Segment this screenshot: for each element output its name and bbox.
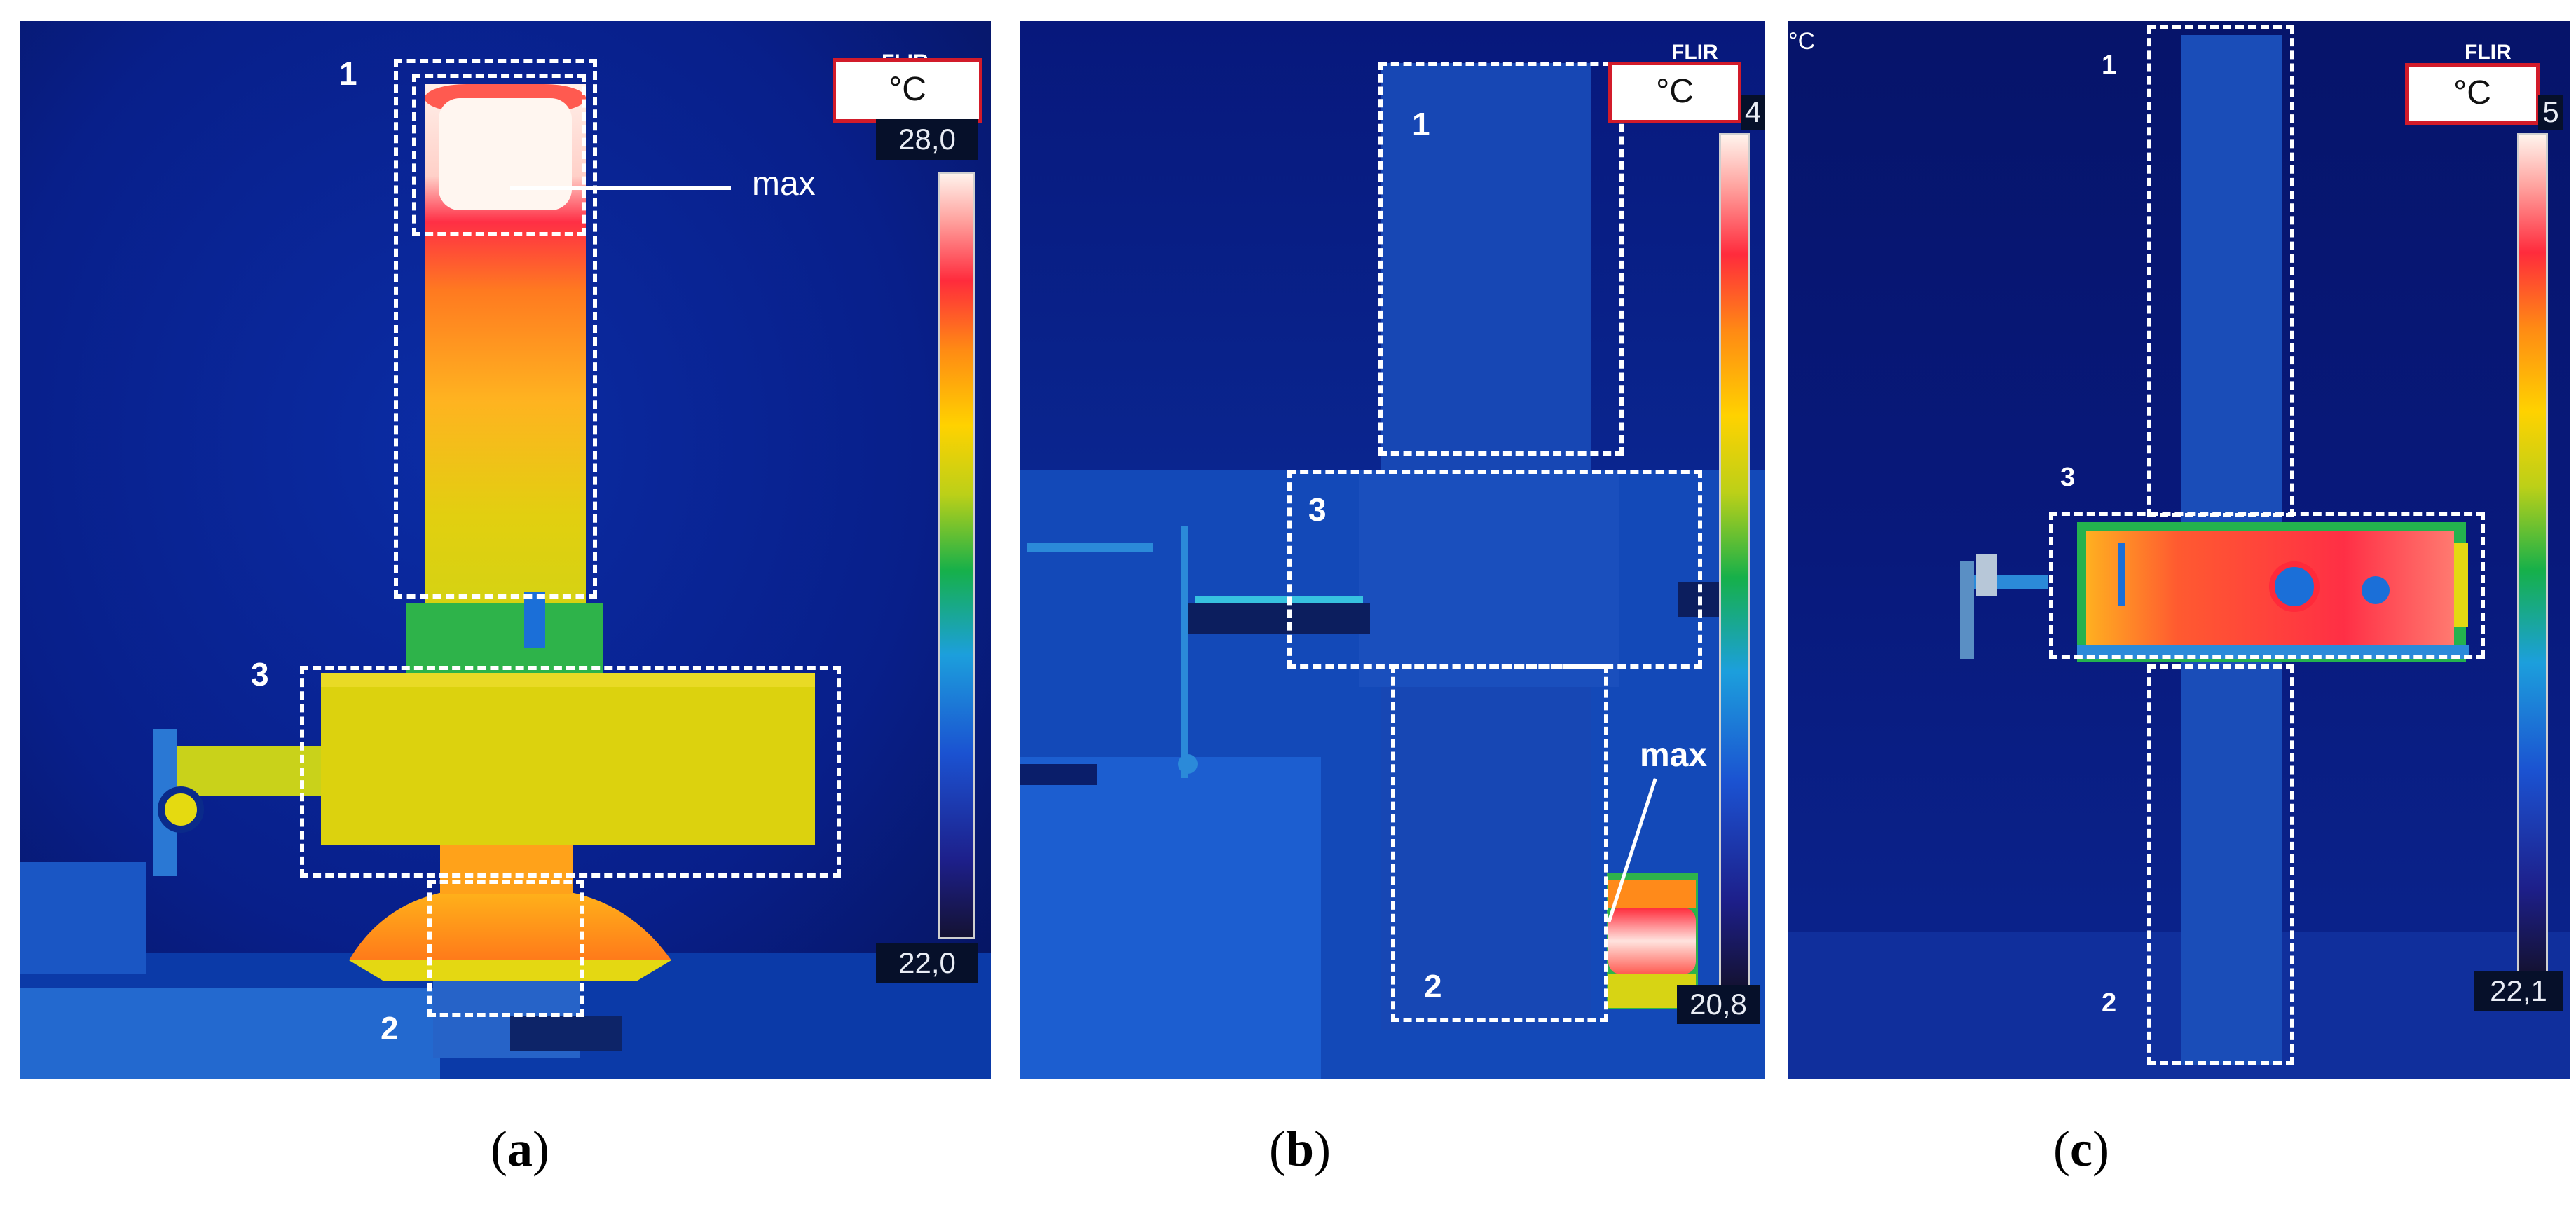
zone-label-1-a: 1 <box>339 55 357 92</box>
zone-label-1-b: 1 <box>1412 106 1430 142</box>
caption-c: (c) <box>2053 1121 2109 1177</box>
scale-min-b: 20,8 <box>1677 985 1760 1024</box>
unit-label-b: °C <box>1608 62 1741 123</box>
flir-logo-b: FLIR <box>1671 41 1718 64</box>
zone-3-a <box>300 666 841 878</box>
zone-label-2-b: 2 <box>1424 968 1442 1004</box>
zone-2-b <box>1391 664 1608 1022</box>
zone-label-3-b: 3 <box>1308 491 1327 528</box>
max-label-a: max <box>752 165 816 203</box>
zone-2-a <box>427 880 584 1017</box>
caption-a: (a) <box>491 1121 549 1177</box>
unit-label-c: °C <box>2405 63 2540 125</box>
thermal-image-b: 1 3 2 max FLIR °C 4 20,8 <box>1020 21 1765 1079</box>
scale-min-c: 22,1 <box>2474 971 2563 1011</box>
thermal-image-a: 1 3 2 max FLIR °C 28,0 22,0 <box>20 21 991 1079</box>
zone-3-b <box>1287 470 1702 669</box>
zone-label-2-a: 2 <box>381 1010 399 1046</box>
zone-1-c <box>2147 25 2294 517</box>
zone-1-b <box>1378 62 1624 456</box>
zone-1-outer-a <box>394 59 597 599</box>
caption-b: (b) <box>1268 1121 1331 1177</box>
scale-min-a: 22,0 <box>876 943 978 983</box>
thermal-scene-c <box>1788 21 2570 1079</box>
max-label-b: max <box>1640 737 1708 774</box>
max-pointer-line-a <box>510 186 731 190</box>
thermal-image-c: 1 3 2 FLIR °C °C 5 22,1 <box>1788 21 2570 1079</box>
scale-max-a: 28,0 <box>876 119 978 160</box>
color-scale-bar-a <box>938 172 975 939</box>
scale-max-partial-c: 5 <box>2538 95 2563 130</box>
zone-1-max-a <box>412 74 586 236</box>
color-scale-bar-c <box>2517 133 2548 974</box>
zone-label-2-c: 2 <box>2102 988 2117 1018</box>
zone-3-c <box>2049 512 2485 659</box>
flir-logo-c: FLIR <box>2465 41 2512 64</box>
corner-unit-c: °C <box>1788 28 1816 55</box>
zone-label-1-c: 1 <box>2102 50 2117 80</box>
thermal-scene-a <box>20 21 991 1079</box>
zone-label-3-c: 3 <box>2060 463 2076 492</box>
unit-label-a: °C <box>833 58 982 123</box>
color-scale-bar-b <box>1719 133 1750 988</box>
zone-label-3-a: 3 <box>251 656 269 693</box>
scale-max-partial-b: 4 <box>1741 95 1765 130</box>
zone-2-c <box>2147 664 2294 1065</box>
